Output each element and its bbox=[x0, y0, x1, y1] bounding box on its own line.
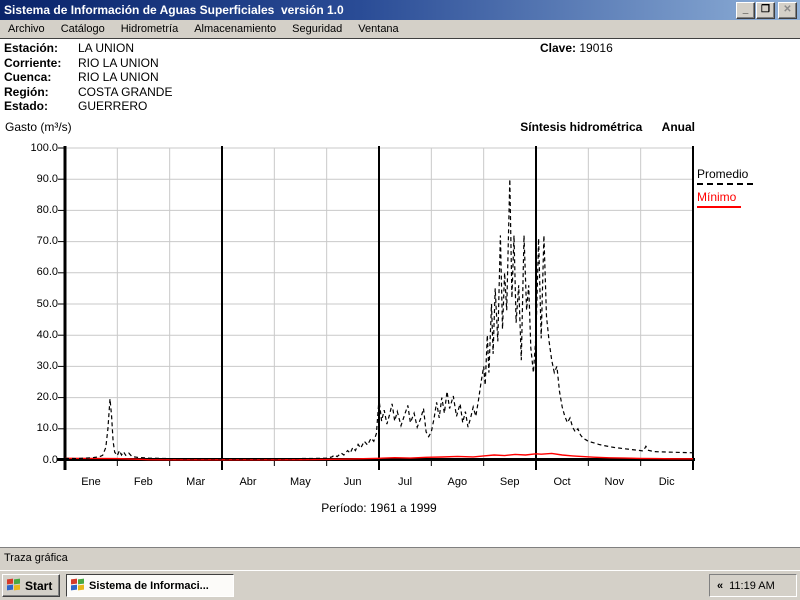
restore-button[interactable]: ❐ bbox=[756, 2, 775, 19]
promedio-line bbox=[64, 179, 694, 460]
chart-title: Síntesis hidrométrica Anual bbox=[520, 120, 695, 134]
start-button[interactable]: Start bbox=[2, 574, 60, 597]
y-tick-label: 40.0 bbox=[36, 328, 58, 341]
status-bar: Traza gráfica bbox=[0, 547, 800, 570]
menu-item-hidrometria[interactable]: Hidrometría bbox=[120, 23, 179, 35]
month-label-nov: Nov bbox=[604, 476, 625, 488]
start-label: Start bbox=[25, 578, 53, 593]
month-label-abr: Abr bbox=[239, 476, 257, 488]
month-label-mar: Mar bbox=[186, 476, 206, 488]
station-row: Región: COSTA GRANDE bbox=[4, 85, 172, 100]
menu-bar: Archivo Catálogo Hidrometría Almacenamiento… bbox=[0, 20, 800, 38]
y-tick-label: 20.0 bbox=[36, 391, 58, 404]
y-axis-title: Gasto (m³/s) bbox=[5, 120, 72, 134]
station-row: Cuenca: RIO LA UNION bbox=[4, 70, 172, 85]
month-label-sep: Sep bbox=[499, 476, 520, 488]
y-tick-label: 0.0 bbox=[42, 453, 58, 466]
station-info: Estación: LA UNION Corriente: RIO LA UNION C… bbox=[4, 41, 172, 114]
station-clave: Clave: 19016 bbox=[540, 41, 613, 55]
window-title: Sistema de Información de Aguas Superfic… bbox=[4, 3, 344, 17]
station-field-value: RIO LA UNION bbox=[78, 55, 159, 70]
clave-value: 19016 bbox=[579, 41, 613, 55]
x-axis-title: Período: 1961 a 1999 bbox=[321, 501, 437, 515]
window-titlebar[interactable]: Sistema de Información de Aguas Superfic… bbox=[0, 0, 800, 20]
windows-logo-icon bbox=[7, 578, 21, 592]
y-tick-label: 80.0 bbox=[36, 203, 58, 216]
app-icon bbox=[71, 578, 85, 592]
month-label-ene: Ene bbox=[81, 476, 101, 488]
clave-label: Clave: bbox=[540, 41, 577, 55]
month-label-oct: Oct bbox=[553, 476, 571, 488]
system-tray: « 11:19 AM bbox=[709, 574, 797, 597]
close-button[interactable]: ✕ bbox=[778, 2, 797, 19]
y-tick-label: 60.0 bbox=[36, 266, 58, 279]
status-text: Traza gráfica bbox=[4, 552, 68, 564]
month-label-dic: Dic bbox=[658, 476, 675, 488]
month-label-feb: Feb bbox=[133, 476, 153, 488]
y-tick-label: 10.0 bbox=[36, 422, 58, 435]
menu-item-ventana[interactable]: Ventana bbox=[358, 23, 399, 35]
station-field-value: RIO LA UNION bbox=[78, 70, 159, 84]
taskbar-item-label: Sistema de Informaci... bbox=[89, 579, 209, 592]
legend-label: Mínimo bbox=[697, 190, 737, 204]
legend-item-promedio: Promedio bbox=[697, 167, 753, 185]
chart-legend: Promedio Mínimo bbox=[697, 167, 753, 213]
taskbar: Start Sistema de Informaci... « 11:19 AM bbox=[0, 570, 800, 600]
y-tick-label: 70.0 bbox=[36, 235, 58, 248]
station-field-value: COSTA GRANDE bbox=[78, 84, 173, 99]
y-tick-label: 50.0 bbox=[36, 297, 58, 310]
clock: 11:19 AM bbox=[729, 579, 775, 592]
station-row: Estado: GUERRERO bbox=[4, 99, 172, 114]
month-label-jun: Jun bbox=[343, 476, 362, 488]
station-row: Corriente: RIO LA UNION bbox=[4, 56, 172, 71]
station-field-value: GUERRERO bbox=[78, 99, 148, 113]
client-area bbox=[0, 38, 800, 547]
y-tick-label: 100.0 bbox=[30, 141, 58, 154]
y-tick-label: 90.0 bbox=[36, 172, 58, 185]
station-row: Estación: LA UNION bbox=[4, 41, 172, 56]
minimo-line bbox=[64, 452, 693, 461]
month-label-jul: Jul bbox=[397, 476, 413, 488]
legend-item-minimo: Mínimo bbox=[697, 190, 753, 208]
chart-title-period-type: Anual bbox=[661, 120, 695, 134]
legend-line-sample bbox=[697, 206, 741, 208]
legend-line-sample bbox=[697, 183, 753, 185]
menu-item-seguridad[interactable]: Seguridad bbox=[292, 23, 343, 35]
station-field-label: Estación: bbox=[4, 41, 59, 55]
station-field-label: Estado: bbox=[4, 99, 49, 113]
taskbar-item-sistema[interactable]: Sistema de Informaci... bbox=[66, 574, 234, 597]
month-label-ago: Ago bbox=[447, 476, 468, 488]
month-label-may: May bbox=[289, 476, 311, 488]
station-field-label: Región: bbox=[4, 84, 49, 99]
menu-item-archivo[interactable]: Archivo bbox=[8, 23, 45, 35]
station-field-label: Cuenca: bbox=[4, 70, 52, 84]
minimize-button[interactable]: _ bbox=[736, 2, 755, 19]
menu-item-catalogo[interactable]: Catálogo bbox=[60, 23, 105, 35]
flow-chart bbox=[57, 146, 695, 470]
tray-chevron-icon[interactable]: « bbox=[717, 579, 724, 592]
y-tick-label: 30.0 bbox=[36, 359, 58, 372]
window-controls: _ ❐ ✕ bbox=[735, 2, 797, 19]
legend-label: Promedio bbox=[697, 167, 749, 181]
station-field-value: LA UNION bbox=[78, 41, 135, 55]
chart-title-main: Síntesis hidrométrica bbox=[520, 120, 643, 134]
menu-item-almacenamiento[interactable]: Almacenamiento bbox=[194, 23, 277, 35]
station-field-label: Corriente: bbox=[4, 55, 62, 70]
